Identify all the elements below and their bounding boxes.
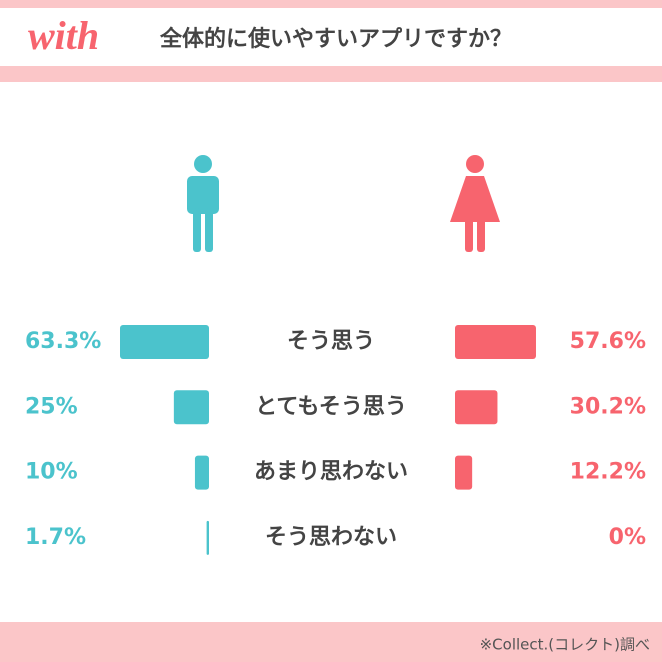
value-label: 57.6%: [570, 329, 646, 354]
bar: [206, 520, 209, 555]
top-strip: [0, 0, 662, 8]
footnote: ※Collect.(コレクト)調べ: [480, 636, 650, 654]
male-icon: [187, 155, 219, 252]
category-label: そう思う: [287, 329, 375, 354]
bar: [173, 390, 209, 425]
bar: [120, 325, 209, 359]
header-strip: [0, 66, 662, 82]
value-label: 1.7%: [25, 525, 86, 550]
bar: [194, 455, 209, 490]
value-label: 10%: [25, 460, 78, 485]
category-label: とてもそう思う: [255, 394, 407, 419]
bar: [455, 325, 536, 359]
logo: with: [28, 13, 99, 58]
category-label: そう思わない: [265, 525, 397, 550]
bar: [455, 390, 498, 425]
category-label: あまり思わない: [254, 460, 408, 485]
footer-strip: [0, 622, 662, 662]
value-label: 63.3%: [25, 329, 101, 354]
value-label: 0%: [609, 525, 646, 550]
bar: [455, 455, 473, 490]
value-label: 30.2%: [570, 394, 646, 419]
female-icon: [450, 155, 500, 252]
value-label: 25%: [25, 394, 78, 419]
value-label: 12.2%: [570, 460, 646, 485]
chart-title: 全体的に使いやすいアプリですか？: [159, 26, 512, 52]
